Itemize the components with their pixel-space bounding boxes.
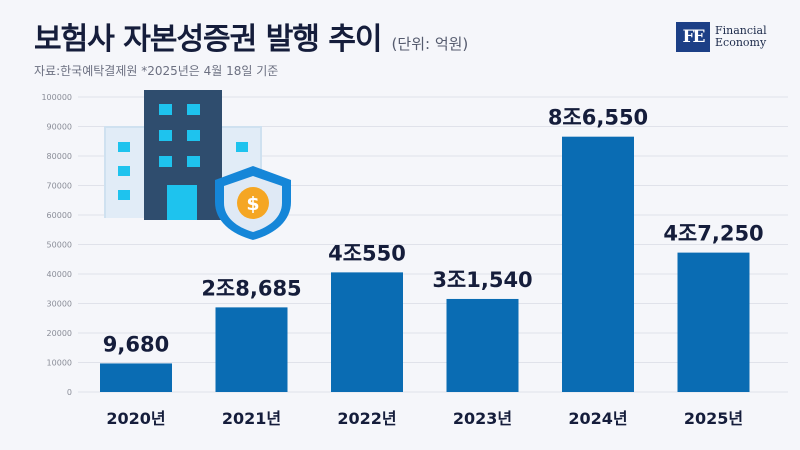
x-tick-label: 2020년 <box>106 409 165 428</box>
data-label: 3조1,540 <box>432 268 532 292</box>
y-tick-label: 90000 <box>47 123 72 132</box>
chart-title: 보험사 자본성증권 발행 추이 <box>34 22 383 57</box>
insurance-building-illustration: $ <box>104 90 291 240</box>
source-note: 자료:한국예탁결제원 *2025년은 4월 18일 기준 <box>34 64 279 78</box>
y-tick-label: 60000 <box>47 211 72 220</box>
financial-economy-logo: FE Financial Economy <box>676 22 767 52</box>
data-label: 2조8,685 <box>201 276 301 300</box>
bar <box>677 252 750 392</box>
x-tick-label: 2023년 <box>453 409 512 428</box>
data-label: 9,680 <box>103 332 169 356</box>
y-tick-label: 0 <box>67 388 72 397</box>
bar <box>331 272 403 392</box>
x-tick-label: 2022년 <box>337 409 396 428</box>
title-row: 보험사 자본성증권 발행 추이 (단위: 억원) <box>34 14 469 57</box>
x-tick-label: 2025년 <box>684 409 743 428</box>
logo-line-2: Economy <box>715 36 767 49</box>
data-label: 4조550 <box>328 241 406 265</box>
bar <box>446 298 519 392</box>
y-tick-label: 20000 <box>47 329 72 338</box>
bar <box>100 363 172 392</box>
logo-line-1: Financial <box>715 24 767 37</box>
data-label: 8조6,550 <box>548 106 648 130</box>
y-tick-label: 40000 <box>47 270 72 279</box>
y-tick-label: 10000 <box>47 359 72 368</box>
bar <box>562 136 634 392</box>
bars <box>100 136 750 392</box>
y-tick-label: 100000 <box>41 93 72 102</box>
logo-text: Financial Economy <box>715 25 767 49</box>
svg-text:$: $ <box>246 193 259 215</box>
data-label: 4조7,250 <box>663 222 763 246</box>
y-tick-label: 70000 <box>47 182 72 191</box>
bar <box>215 307 288 392</box>
logo-mark: FE <box>676 22 710 52</box>
y-tick-label: 30000 <box>47 300 72 309</box>
bar-labels: 9,680 2020년 2조8,685 2021년 4조550 2022년 3조1,540 2… <box>103 106 764 428</box>
unit-note: (단위: 억원) <box>391 35 469 53</box>
y-tick-label: 50000 <box>47 241 72 250</box>
x-tick-label: 2021년 <box>222 409 281 428</box>
y-tick-label: 80000 <box>47 152 72 161</box>
x-tick-label: 2024년 <box>568 409 627 428</box>
